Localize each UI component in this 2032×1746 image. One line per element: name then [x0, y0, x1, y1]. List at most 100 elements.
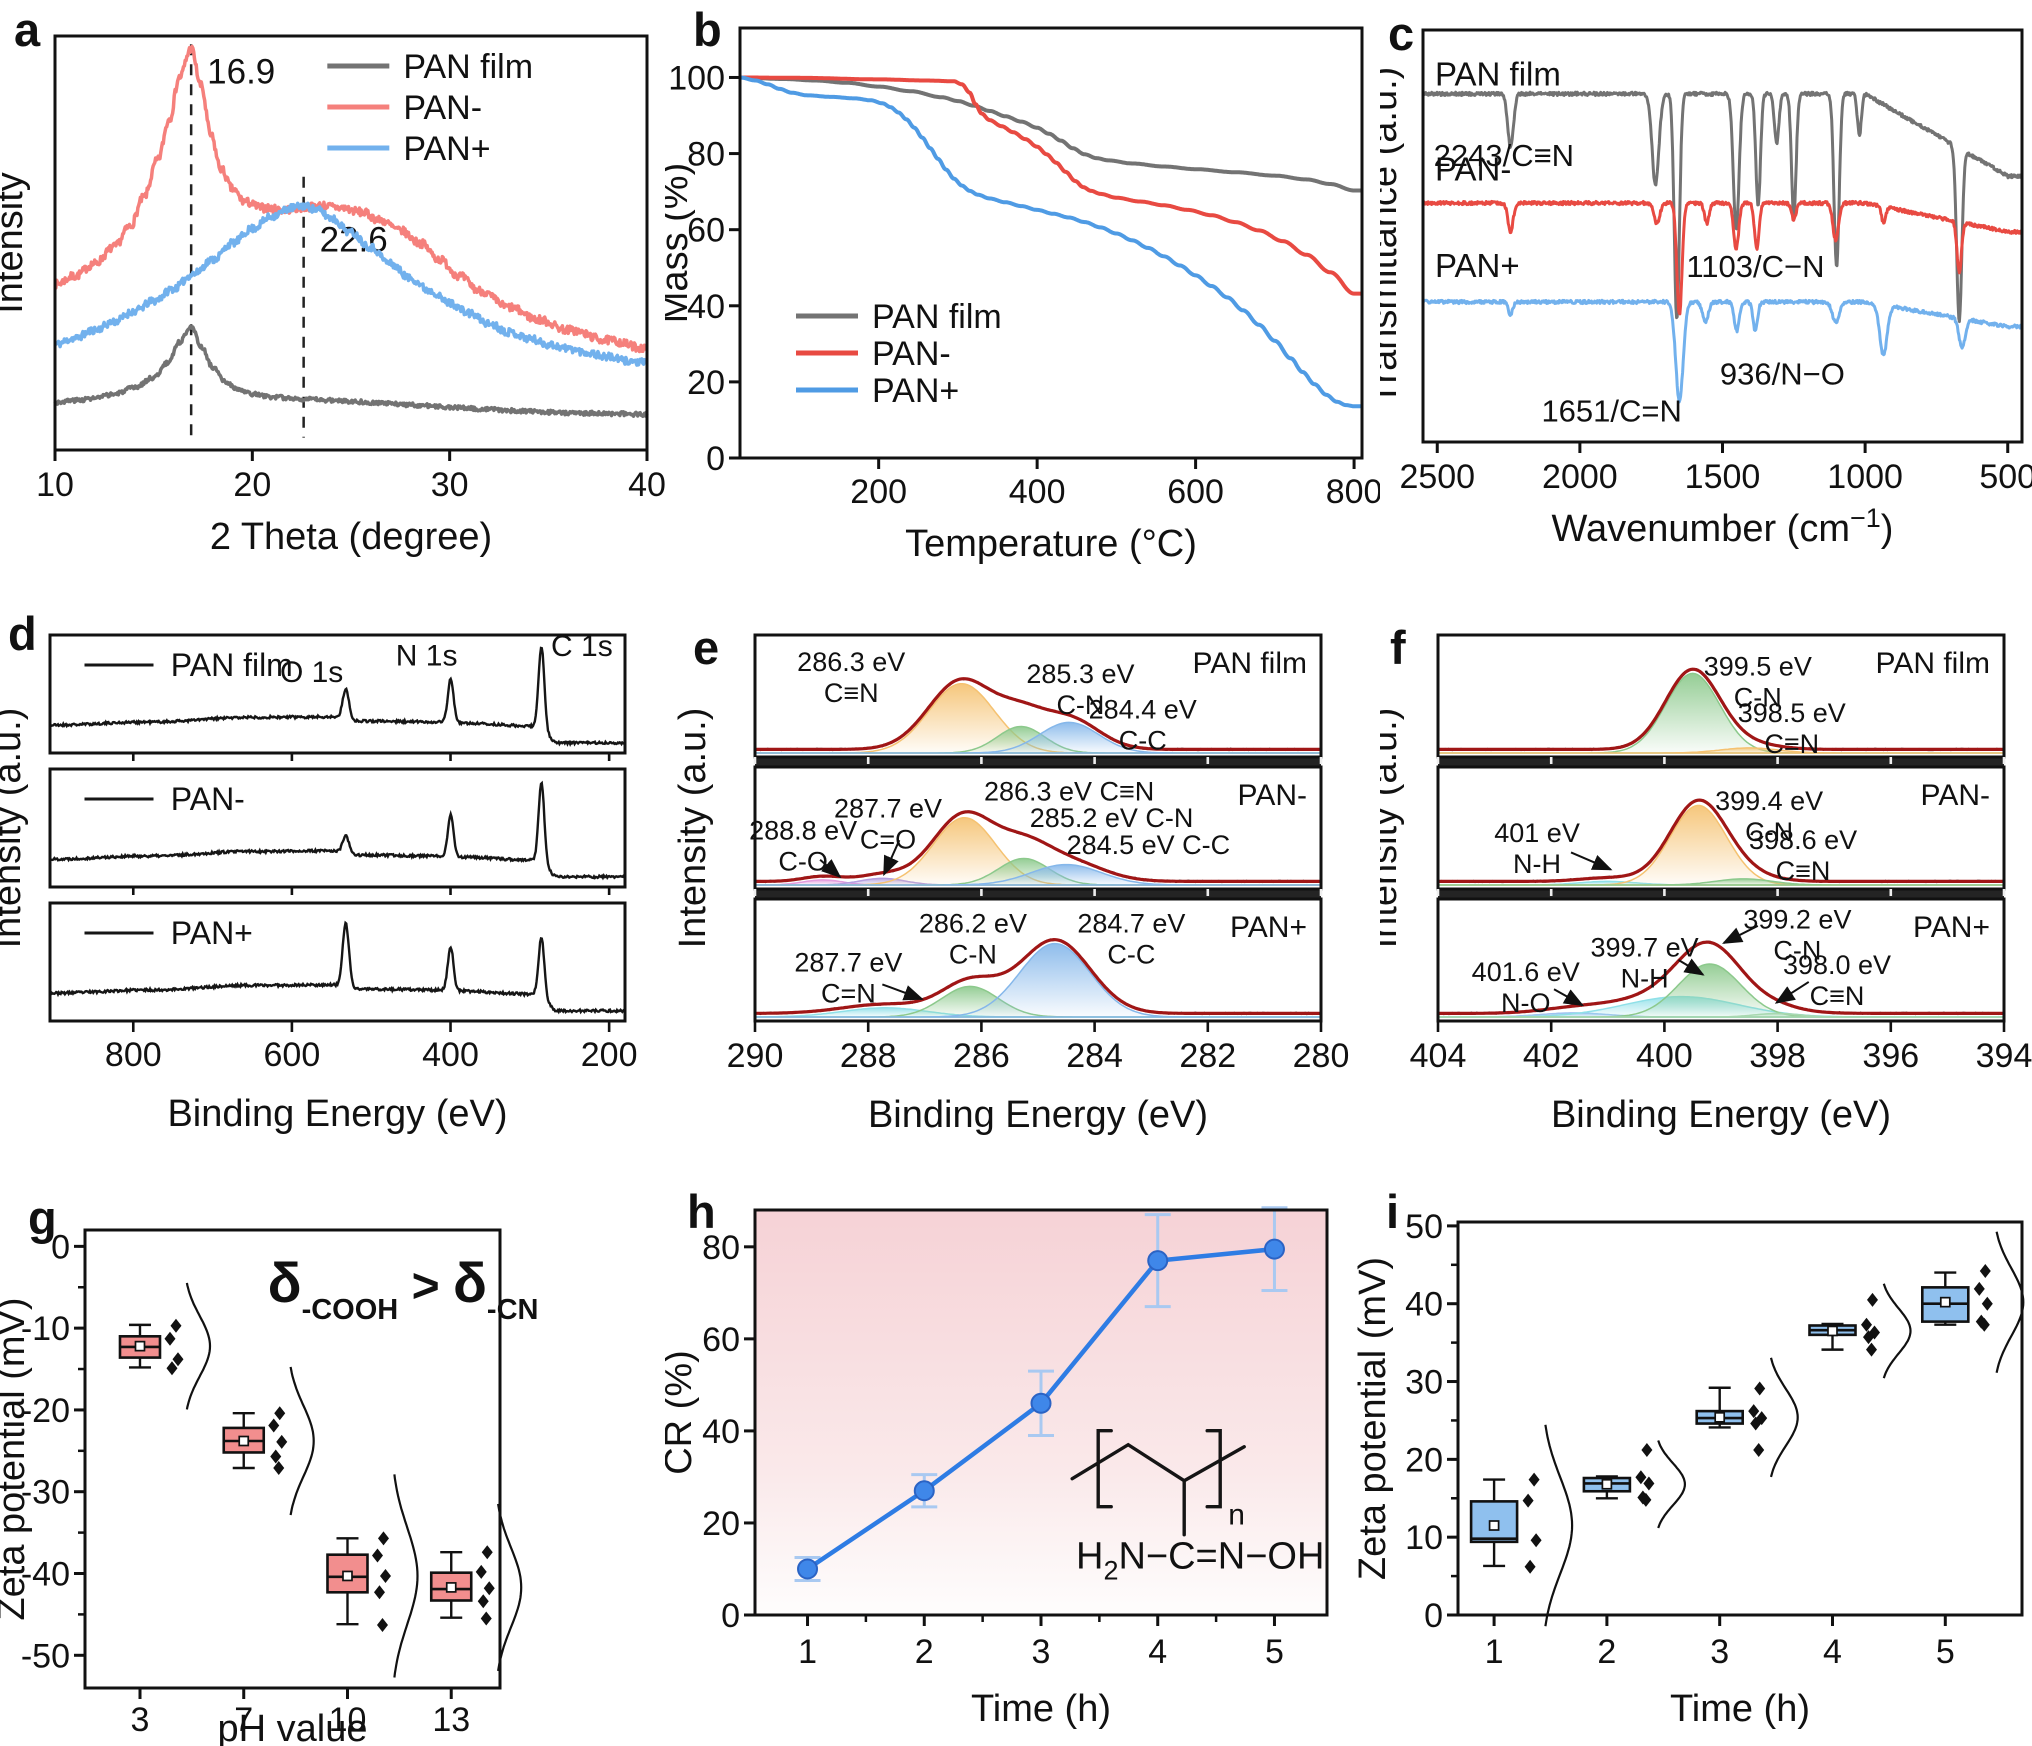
- component-399.5: [1438, 672, 2004, 754]
- box-group-7: [222, 1366, 315, 1516]
- distribution-curve: [1995, 1231, 2025, 1373]
- panel-h-letter: h: [687, 1185, 716, 1238]
- ftir-chart: 2500 2000 1500 1000 500 Wavenumber (cm−1) Tran…: [1380, 28, 2032, 550]
- svg-text:2: 2: [915, 1633, 934, 1671]
- data-point: [164, 1331, 176, 1346]
- svg-text:404: 404: [1410, 1037, 1467, 1075]
- legend-label: PAN film: [872, 298, 1002, 336]
- svg-text:396: 396: [1862, 1037, 1919, 1075]
- svg-text:398: 398: [1749, 1037, 1806, 1075]
- svg-text:20: 20: [702, 1505, 740, 1543]
- data-marker: [1263, 1238, 1285, 1260]
- legend-label: PAN film: [403, 48, 533, 86]
- h-ylabel: CR (%): [665, 1350, 700, 1475]
- legend-label: PAN+: [403, 130, 490, 168]
- svg-text:400: 400: [1009, 473, 1066, 511]
- svg-text:Transmittance (a.u.): Transmittance (a.u.): [1380, 67, 1405, 406]
- svg-text:Binding Energy (eV): Binding Energy (eV): [1551, 1094, 1891, 1136]
- annotation: C-N: [1056, 690, 1104, 720]
- mean-marker: [1488, 1520, 1500, 1531]
- xrd-chart: 16.922.610 20 30 402 Theta (degree)Intensit…: [0, 34, 665, 558]
- data-point: [1978, 1317, 1990, 1332]
- fit-envelope: [1438, 667, 2004, 751]
- distribution-curve: [289, 1366, 315, 1516]
- component-398.6: [1438, 878, 2004, 886]
- panel-a: a 16.9 22.6 10 20 30 40 2 Theta (degree) Intens…: [0, 0, 665, 580]
- annotation: 2243/C≡N: [1434, 138, 1574, 173]
- svg-text:-50: -50: [21, 1637, 70, 1675]
- data-point: [1640, 1492, 1652, 1507]
- svg-text:60: 60: [687, 212, 725, 250]
- svg-text:Wavenumber (cm−1): Wavenumber (cm−1): [1552, 503, 1894, 550]
- series-PAN+: [54, 201, 649, 367]
- svg-text:Intensity (a.u.): Intensity (a.u.): [1380, 708, 1405, 949]
- svg-text:800: 800: [105, 1036, 162, 1074]
- svg-text:30: 30: [1405, 1364, 1443, 1402]
- annotation: C-C: [1119, 725, 1167, 755]
- subpanel-label: PAN-: [171, 781, 245, 817]
- component-284.45: [755, 721, 1321, 754]
- svg-text:282: 282: [1179, 1037, 1236, 1075]
- svg-text:60: 60: [702, 1321, 740, 1359]
- mean-marker: [445, 1582, 457, 1593]
- panel-c-letter: c: [1388, 7, 1415, 60]
- svg-text:200: 200: [850, 473, 907, 511]
- mean-marker: [1714, 1411, 1726, 1423]
- data-point: [166, 1361, 178, 1376]
- data-point: [1973, 1281, 1985, 1296]
- data-point: [1754, 1381, 1766, 1396]
- peak-id-label: O 1s: [280, 656, 343, 689]
- annotation: 398.6 eV: [1749, 825, 1857, 855]
- component-398: [1438, 1012, 2004, 1018]
- svg-text:100: 100: [668, 59, 725, 97]
- svg-text:400: 400: [1636, 1037, 1693, 1075]
- svg-text:0: 0: [1424, 1597, 1443, 1635]
- svg-text:1: 1: [798, 1633, 817, 1671]
- annotation: 285.3 eV: [1026, 659, 1134, 689]
- svg-text:Binding Energy (eV): Binding Energy (eV): [167, 1093, 507, 1135]
- svg-text:10: 10: [329, 1701, 367, 1739]
- distribution-curve: [393, 1474, 419, 1678]
- amidoxime-structure: [1070, 1429, 1246, 1537]
- annotation: 399.7 eV: [1591, 933, 1699, 963]
- a-ylabel: Intensity: [0, 172, 31, 314]
- peak-id-label: C 1s: [551, 630, 613, 663]
- data-point: [1753, 1443, 1765, 1458]
- svg-text:50: 50: [1405, 1208, 1443, 1246]
- annotation: C≡N: [824, 678, 879, 708]
- svg-text:13: 13: [432, 1701, 470, 1739]
- svg-text:40: 40: [687, 288, 725, 326]
- mean-marker: [1601, 1478, 1613, 1490]
- annotation: 286.2 eV: [919, 908, 1027, 938]
- svg-text:200: 200: [581, 1036, 638, 1074]
- annotation: 1651/C=N: [1541, 393, 1681, 428]
- annotation: C-C: [1107, 939, 1155, 969]
- svg-text:40: 40: [1405, 1286, 1443, 1324]
- survey-PAN film: [50, 646, 627, 747]
- fit-envelope: [755, 677, 1321, 751]
- data-point: [377, 1531, 389, 1546]
- annotation: 401.6 eV: [1472, 957, 1580, 987]
- svg-text:4: 4: [1148, 1633, 1167, 1671]
- component-398.5: [1438, 747, 2004, 754]
- subpanel-tag: PAN+: [1230, 911, 1307, 944]
- annotation: 399.2 eV: [1743, 905, 1851, 935]
- svg-text:-20: -20: [21, 1392, 70, 1430]
- data-point: [1868, 1325, 1880, 1340]
- box-group-5: [1920, 1231, 2025, 1373]
- svg-text:-30: -30: [21, 1474, 70, 1512]
- panel-g: g 0 -10 -20 -30 -40 -50 Zeta potential (mV) 3 7 1…: [0, 1180, 665, 1746]
- svg-text:286: 286: [953, 1037, 1010, 1075]
- svg-text:7: 7: [234, 1701, 253, 1739]
- g-ylabel: Zeta potential (mV): [0, 1297, 33, 1620]
- data-marker: [913, 1480, 935, 1502]
- annotation: 287.7 eV: [834, 793, 942, 823]
- mean-marker: [1827, 1325, 1838, 1337]
- i-ylabel: Zeta potential (mV): [1352, 1257, 1394, 1580]
- svg-text:20: 20: [687, 364, 725, 402]
- mean-marker: [134, 1340, 146, 1352]
- fit-envelope: [755, 810, 1321, 883]
- fit-envelope: [1438, 940, 2004, 1015]
- box-group-3: [118, 1282, 212, 1410]
